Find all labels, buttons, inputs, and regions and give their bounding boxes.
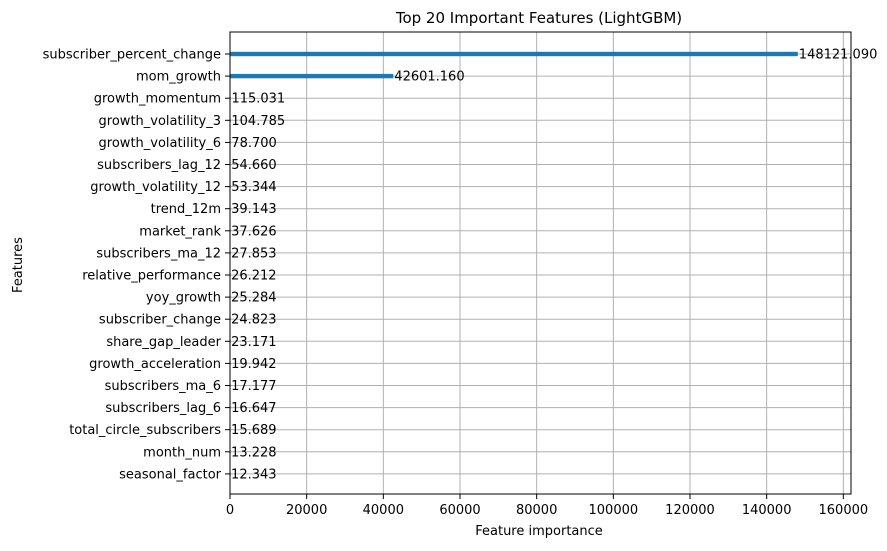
data-label: 25.284 (231, 291, 277, 306)
y-tick-label: subscribers_lag_12 (97, 158, 221, 173)
y-tick-label: growth_volatility_6 (99, 136, 221, 151)
bar-mom_growth (230, 73, 394, 79)
data-label: 54.660 (231, 158, 277, 173)
y-tick-label: trend_12m (151, 202, 221, 217)
data-label: 23.171 (231, 335, 276, 350)
x-tick-label: 160000 (819, 503, 869, 518)
y-tick-label: subscribers_lag_6 (105, 401, 221, 416)
data-label: 17.177 (231, 379, 277, 394)
x-axis-label: Feature importance (475, 524, 603, 539)
data-label: 115.031 (231, 92, 285, 107)
data-label: 37.626 (231, 224, 277, 239)
y-tick-label: month_num (143, 445, 221, 460)
y-tick-label: market_rank (139, 224, 221, 239)
y-tick-label: growth_volatility_3 (99, 114, 221, 129)
data-label: 148121.090 (799, 48, 878, 63)
data-label: 15.689 (231, 423, 276, 438)
data-label: 16.647 (231, 401, 277, 416)
bar-subscriber_percent_change (230, 51, 798, 57)
x-tick-label: 140000 (742, 503, 792, 518)
y-tick-label: total_circle_subscribers (69, 423, 221, 438)
x-tick-label: 0 (226, 503, 234, 518)
x-tick-label: 20000 (286, 503, 327, 518)
data-label: 53.344 (231, 180, 276, 195)
y-tick-label: subscribers_ma_12 (96, 246, 221, 261)
data-label: 27.853 (231, 246, 276, 261)
data-label: 42601.160 (394, 70, 464, 85)
y-tick-label: growth_volatility_12 (90, 180, 221, 195)
data-label: 24.823 (231, 313, 277, 328)
data-label: 19.942 (231, 357, 277, 372)
data-label: 26.212 (231, 269, 276, 284)
y-axis-label: Features (11, 237, 26, 293)
y-tick-label: yoy_growth (146, 291, 221, 306)
y-tick-label: relative_performance (82, 269, 221, 284)
x-tick-label: 60000 (439, 503, 480, 518)
chart-title: Top 20 Important Features (LightGBM) (395, 9, 682, 27)
data-label: 104.785 (231, 114, 285, 129)
y-tick-label: seasonal_factor (119, 467, 222, 482)
y-tick-label: mom_growth (136, 70, 221, 85)
x-tick-label: 100000 (589, 503, 639, 518)
plot-frame (229, 31, 852, 495)
x-tick-label: 80000 (516, 503, 557, 518)
y-tick-label: subscriber_change (99, 313, 221, 328)
data-label: 13.228 (231, 445, 277, 460)
y-tick-label: subscriber_percent_change (43, 48, 221, 63)
data-label: 39.143 (231, 202, 277, 217)
y-tick-label: subscribers_ma_6 (105, 379, 221, 394)
x-tick-label: 120000 (665, 503, 715, 518)
y-tick-label: growth_acceleration (89, 357, 221, 372)
y-tick-label: share_gap_leader (106, 335, 221, 350)
y-tick-label: growth_momentum (94, 92, 221, 107)
data-label: 12.343 (231, 467, 276, 482)
x-tick-label: 40000 (363, 503, 404, 518)
data-label: 78.700 (231, 136, 277, 151)
